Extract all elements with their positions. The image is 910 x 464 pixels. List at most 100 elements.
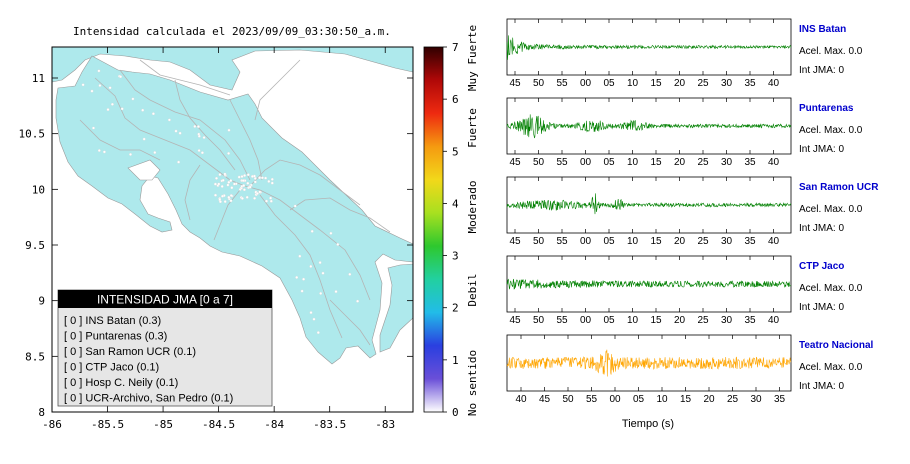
settlement-dot bbox=[298, 254, 302, 258]
waveform-tick-label: 05 bbox=[603, 315, 615, 326]
legend-item: [ 0 ] CTP Jaco (0.1) bbox=[64, 362, 159, 374]
waveform-panels: 45 50 55 00 05 10 15 20 25 30 35 40 INS Batan Acel. M… bbox=[506, 18, 879, 405]
waveform-tick-label: 45 bbox=[539, 394, 551, 405]
waveform-tick-label: 35 bbox=[744, 236, 756, 247]
settlement-dot bbox=[223, 172, 227, 176]
settlement-dot bbox=[131, 97, 135, 101]
waveform-tick-label: 05 bbox=[633, 394, 645, 405]
waveform-tick-label: 50 bbox=[533, 157, 545, 168]
settlement-dot bbox=[348, 272, 352, 276]
waveform-tick-label: 10 bbox=[627, 157, 639, 168]
settlement-dot bbox=[110, 102, 114, 106]
map-title: Intensidad calculada el 2023/09/09_03:30… bbox=[73, 25, 391, 38]
settlement-dot bbox=[334, 290, 338, 294]
waveform-tick-label: 00 bbox=[580, 315, 592, 326]
waveform-tick-label: 55 bbox=[586, 394, 598, 405]
waveform-tick-label: 50 bbox=[562, 394, 574, 405]
settlement-dot bbox=[246, 181, 250, 185]
waveform-tick-label: 10 bbox=[627, 315, 639, 326]
waveform-tick-label: 25 bbox=[697, 236, 709, 247]
waveform-panel: 45 50 55 00 05 10 15 20 25 30 35 40 INS Batan Acel. M… bbox=[506, 18, 863, 89]
settlement-dot bbox=[245, 195, 249, 199]
settlement-dot bbox=[270, 181, 274, 185]
settlement-dot bbox=[92, 126, 95, 130]
waveform-panel: 45 50 55 00 05 10 15 20 25 30 35 40 Puntarenas Acel. … bbox=[506, 97, 863, 168]
station-int: Int JMA: 0 bbox=[799, 381, 844, 392]
settlement-dot bbox=[227, 195, 231, 199]
waveform-tick-label: 15 bbox=[680, 394, 692, 405]
station-acel: Acel. Max. 0.0 bbox=[799, 125, 863, 136]
waveform-tick-label: 30 bbox=[721, 236, 733, 247]
waveform-tick-label: 20 bbox=[674, 236, 686, 247]
settlement-dot bbox=[221, 194, 224, 198]
settlement-dot bbox=[197, 149, 201, 152]
settlement-dot bbox=[81, 83, 85, 87]
map-x-tick-label: -86 bbox=[42, 418, 62, 431]
settlement-dot bbox=[329, 231, 333, 235]
colorbar-tick-label: 4 bbox=[452, 197, 459, 210]
settlement-dot bbox=[218, 200, 222, 204]
map-y-tick-label: 8.5 bbox=[25, 350, 45, 363]
colorbar-tick-label: 6 bbox=[452, 93, 459, 106]
waveform-tick-label: 05 bbox=[603, 78, 615, 89]
legend-item: [ 0 ] INS Batan (0.3) bbox=[64, 315, 161, 327]
settlement-dot bbox=[178, 131, 182, 135]
waveform-tick-label: 55 bbox=[556, 315, 568, 326]
waveform-tick-label: 00 bbox=[580, 78, 592, 89]
settlement-dot bbox=[258, 176, 262, 180]
waveform-tick-label: 35 bbox=[774, 394, 786, 405]
settlement-dot bbox=[321, 271, 325, 275]
station-int: Int JMA: 0 bbox=[799, 65, 844, 76]
settlement-dot bbox=[217, 182, 221, 186]
settlement-dot bbox=[200, 151, 204, 155]
colorbar-scale bbox=[423, 46, 444, 413]
station-int: Int JMA: 0 bbox=[799, 144, 844, 155]
waveform-panel: 45 50 55 00 05 10 15 20 25 30 35 40 San Ramon UCR Ace… bbox=[506, 176, 879, 247]
settlement-dot bbox=[269, 196, 273, 200]
colorbar-label: Moderado bbox=[466, 181, 479, 234]
waveform-tick-label: 35 bbox=[744, 315, 756, 326]
settlement-dot bbox=[151, 112, 155, 116]
colorbar-label: Muy Fuerte bbox=[466, 25, 479, 91]
waveform-tick-label: 30 bbox=[721, 78, 733, 89]
map-y-tick-label: 11 bbox=[32, 72, 45, 85]
waveform-tick-label: 10 bbox=[627, 236, 639, 247]
waveform-tick-label: 25 bbox=[727, 394, 739, 405]
settlement-dot bbox=[227, 151, 231, 155]
settlement-dot bbox=[253, 196, 257, 200]
waveform-panel: 40 45 50 55 00 05 10 15 20 25 30 35 Teatro Nacional A… bbox=[506, 334, 873, 405]
settlement-dot bbox=[240, 175, 244, 178]
settlement-dot bbox=[214, 193, 217, 197]
station-name: San Ramon UCR bbox=[799, 182, 879, 193]
settlement-dot bbox=[232, 182, 236, 186]
waveform-tick-label: 00 bbox=[580, 157, 592, 168]
settlement-dot bbox=[167, 118, 171, 122]
settlement-dot bbox=[336, 242, 340, 246]
waveform-tick-label: 05 bbox=[603, 236, 615, 247]
station-name: INS Batan bbox=[799, 24, 846, 35]
settlement-dot bbox=[196, 125, 200, 129]
settlement-dot bbox=[356, 299, 360, 303]
settlement-dot bbox=[264, 176, 268, 180]
settlement-dot bbox=[153, 151, 157, 154]
waveform-tick-label: 40 bbox=[768, 315, 780, 326]
colorbar-tick-label: 7 bbox=[452, 41, 459, 54]
gulf-island bbox=[127, 159, 161, 181]
settlement-dot bbox=[250, 174, 254, 178]
waveform-tick-label: 05 bbox=[603, 157, 615, 168]
settlement-dot bbox=[97, 69, 101, 73]
settlement-dot bbox=[243, 174, 247, 177]
colorbar-label: Fuerte bbox=[466, 108, 479, 148]
waveform-tick-label: 40 bbox=[768, 78, 780, 89]
map-x-tick-label: -83 bbox=[375, 418, 395, 431]
settlement-dot bbox=[108, 86, 112, 90]
settlement-dot bbox=[120, 107, 124, 111]
settlement-dot bbox=[253, 176, 257, 180]
settlement-dot bbox=[310, 229, 314, 233]
legend-items: [ 0 ] INS Batan (0.3) [ 0 ] Puntarenas (0… bbox=[64, 315, 233, 405]
settlement-dot bbox=[255, 192, 259, 195]
station-name: Puntarenas bbox=[799, 103, 854, 114]
waveform-tick-label: 10 bbox=[627, 78, 639, 89]
settlement-dot bbox=[213, 182, 217, 186]
